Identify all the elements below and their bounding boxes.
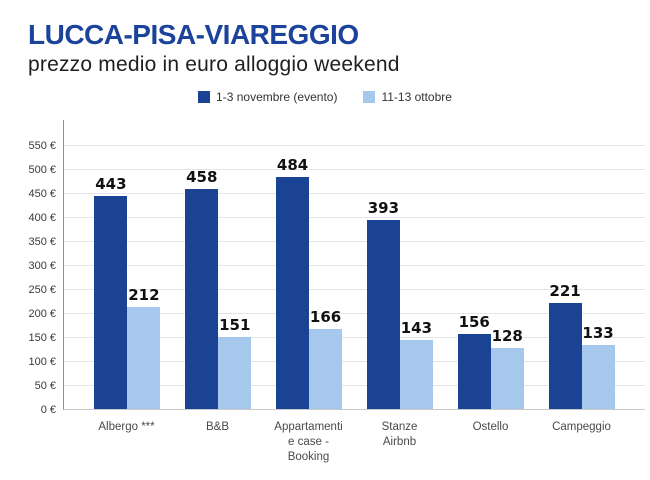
legend-swatch-icon xyxy=(363,91,376,103)
y-tick-label: 200 € xyxy=(28,308,56,320)
bar-column-evento: 484 xyxy=(276,156,310,409)
bar-column-ottobre: 166 xyxy=(309,308,343,409)
bar-column-ottobre: 143 xyxy=(399,319,433,409)
bar-group: 393 143 xyxy=(354,199,445,409)
bar-ottobre xyxy=(309,329,343,409)
bar-ottobre xyxy=(490,348,524,409)
bar-column-evento: 458 xyxy=(185,168,219,409)
bar-value-label: 143 xyxy=(400,319,433,337)
y-tick-label: 0 € xyxy=(40,404,56,416)
bar-column-evento: 393 xyxy=(366,199,400,409)
y-tick-label: 150 € xyxy=(28,332,56,344)
y-tick-label: 50 € xyxy=(34,380,56,392)
bar-column-ottobre: 151 xyxy=(218,316,252,409)
chart-title: LUCCA-PISA-VIAREGGIO xyxy=(28,19,359,50)
gridline xyxy=(64,289,645,290)
gridline xyxy=(64,145,645,146)
bar-value-label: 151 xyxy=(219,316,251,334)
bar-column-ottobre: 212 xyxy=(127,286,161,409)
bar-value-label: 166 xyxy=(309,308,342,326)
y-tick-label: 450 € xyxy=(28,188,56,200)
legend-label: 11-13 ottobre xyxy=(381,90,452,104)
gridline xyxy=(64,193,645,194)
category-label: B&B xyxy=(205,421,229,433)
bar-value-label: 128 xyxy=(491,327,523,345)
gridline xyxy=(64,361,645,362)
y-tick-label: 300 € xyxy=(28,260,56,272)
bar-value-label: 443 xyxy=(95,175,127,193)
y-tick-label: 350 € xyxy=(28,236,56,248)
bar-value-label: 133 xyxy=(582,324,614,342)
bar-value-label: 458 xyxy=(186,168,218,186)
bar-column-ottobre: 128 xyxy=(490,327,524,409)
bar-group: 484 166 xyxy=(264,156,355,409)
bar-ottobre xyxy=(399,340,433,409)
bar-value-label: 212 xyxy=(128,286,160,304)
bar-group: 156 128 xyxy=(445,313,536,409)
y-tick-label: 400 € xyxy=(28,212,56,224)
bar-ottobre xyxy=(218,337,252,409)
y-tick-label: 550 € xyxy=(28,140,56,152)
bar-evento xyxy=(548,303,582,409)
category-label: Albergo *** xyxy=(98,421,155,433)
bar-value-label: 393 xyxy=(367,199,400,217)
plot-area: 443 212 458 151 484 166 393 143 156 128 221 133 xyxy=(63,120,645,410)
y-axis: 0 € 50 € 100 € 150 € 200 € 250 € 300 € 350 € 400… xyxy=(0,120,56,416)
bar-evento xyxy=(366,220,400,409)
y-tick-label: 500 € xyxy=(28,164,56,176)
legend-swatch-icon xyxy=(198,91,211,103)
category-label: Ostello xyxy=(472,421,509,433)
legend-item: 1-3 novembre (evento) xyxy=(198,90,337,104)
legend-item: 11-13 ottobre xyxy=(363,90,452,104)
bar-evento xyxy=(94,196,128,409)
bar-evento xyxy=(276,177,310,409)
chart-subtitle: prezzo medio in euro alloggio weekend xyxy=(28,53,400,76)
gridline xyxy=(64,169,645,170)
bar-ottobre xyxy=(127,307,161,409)
bar-group: 443 212 xyxy=(82,175,173,409)
chart-header: LUCCA-PISA-VIAREGGIO prezzo medio in eur… xyxy=(0,0,650,78)
gridline xyxy=(64,241,645,242)
bar-column-ottobre: 133 xyxy=(581,324,615,409)
bar-column-evento: 443 xyxy=(94,175,128,409)
y-tick-label: 100 € xyxy=(28,356,56,368)
gridline xyxy=(64,337,645,338)
bar-value-label: 221 xyxy=(549,282,581,300)
category-label: Stanze Airbnb xyxy=(381,421,418,448)
bar-ottobre xyxy=(581,345,615,409)
bar-column-evento: 221 xyxy=(548,282,582,409)
bar-chart: 0 € 50 € 100 € 150 € 200 € 250 € 300 € 350 € 400… xyxy=(0,120,650,480)
bar-value-label: 156 xyxy=(458,313,490,331)
bar-value-label: 484 xyxy=(276,156,309,174)
x-axis-labels: Albergo *** B&B Appartamenti e case - Book… xyxy=(63,420,645,465)
chart-legend: 1-3 novembre (evento) 11-13 ottobre xyxy=(0,90,650,104)
gridline xyxy=(64,313,645,314)
gridline xyxy=(64,385,645,386)
bar-group: 221 133 xyxy=(536,282,627,409)
legend-label: 1-3 novembre (evento) xyxy=(216,90,338,104)
bar-group: 458 151 xyxy=(173,168,264,409)
gridline xyxy=(64,265,645,266)
bar-column-evento: 156 xyxy=(457,313,491,409)
bar-groups: 443 212 458 151 484 166 393 143 156 128 221 133 xyxy=(64,120,645,409)
gridline xyxy=(64,217,645,218)
bar-evento xyxy=(185,189,219,409)
category-label: Campeggio xyxy=(552,421,611,433)
y-tick-label: 250 € xyxy=(28,284,56,296)
category-label: Appartamenti e case - Booking xyxy=(274,421,343,463)
bar-evento xyxy=(457,334,491,409)
